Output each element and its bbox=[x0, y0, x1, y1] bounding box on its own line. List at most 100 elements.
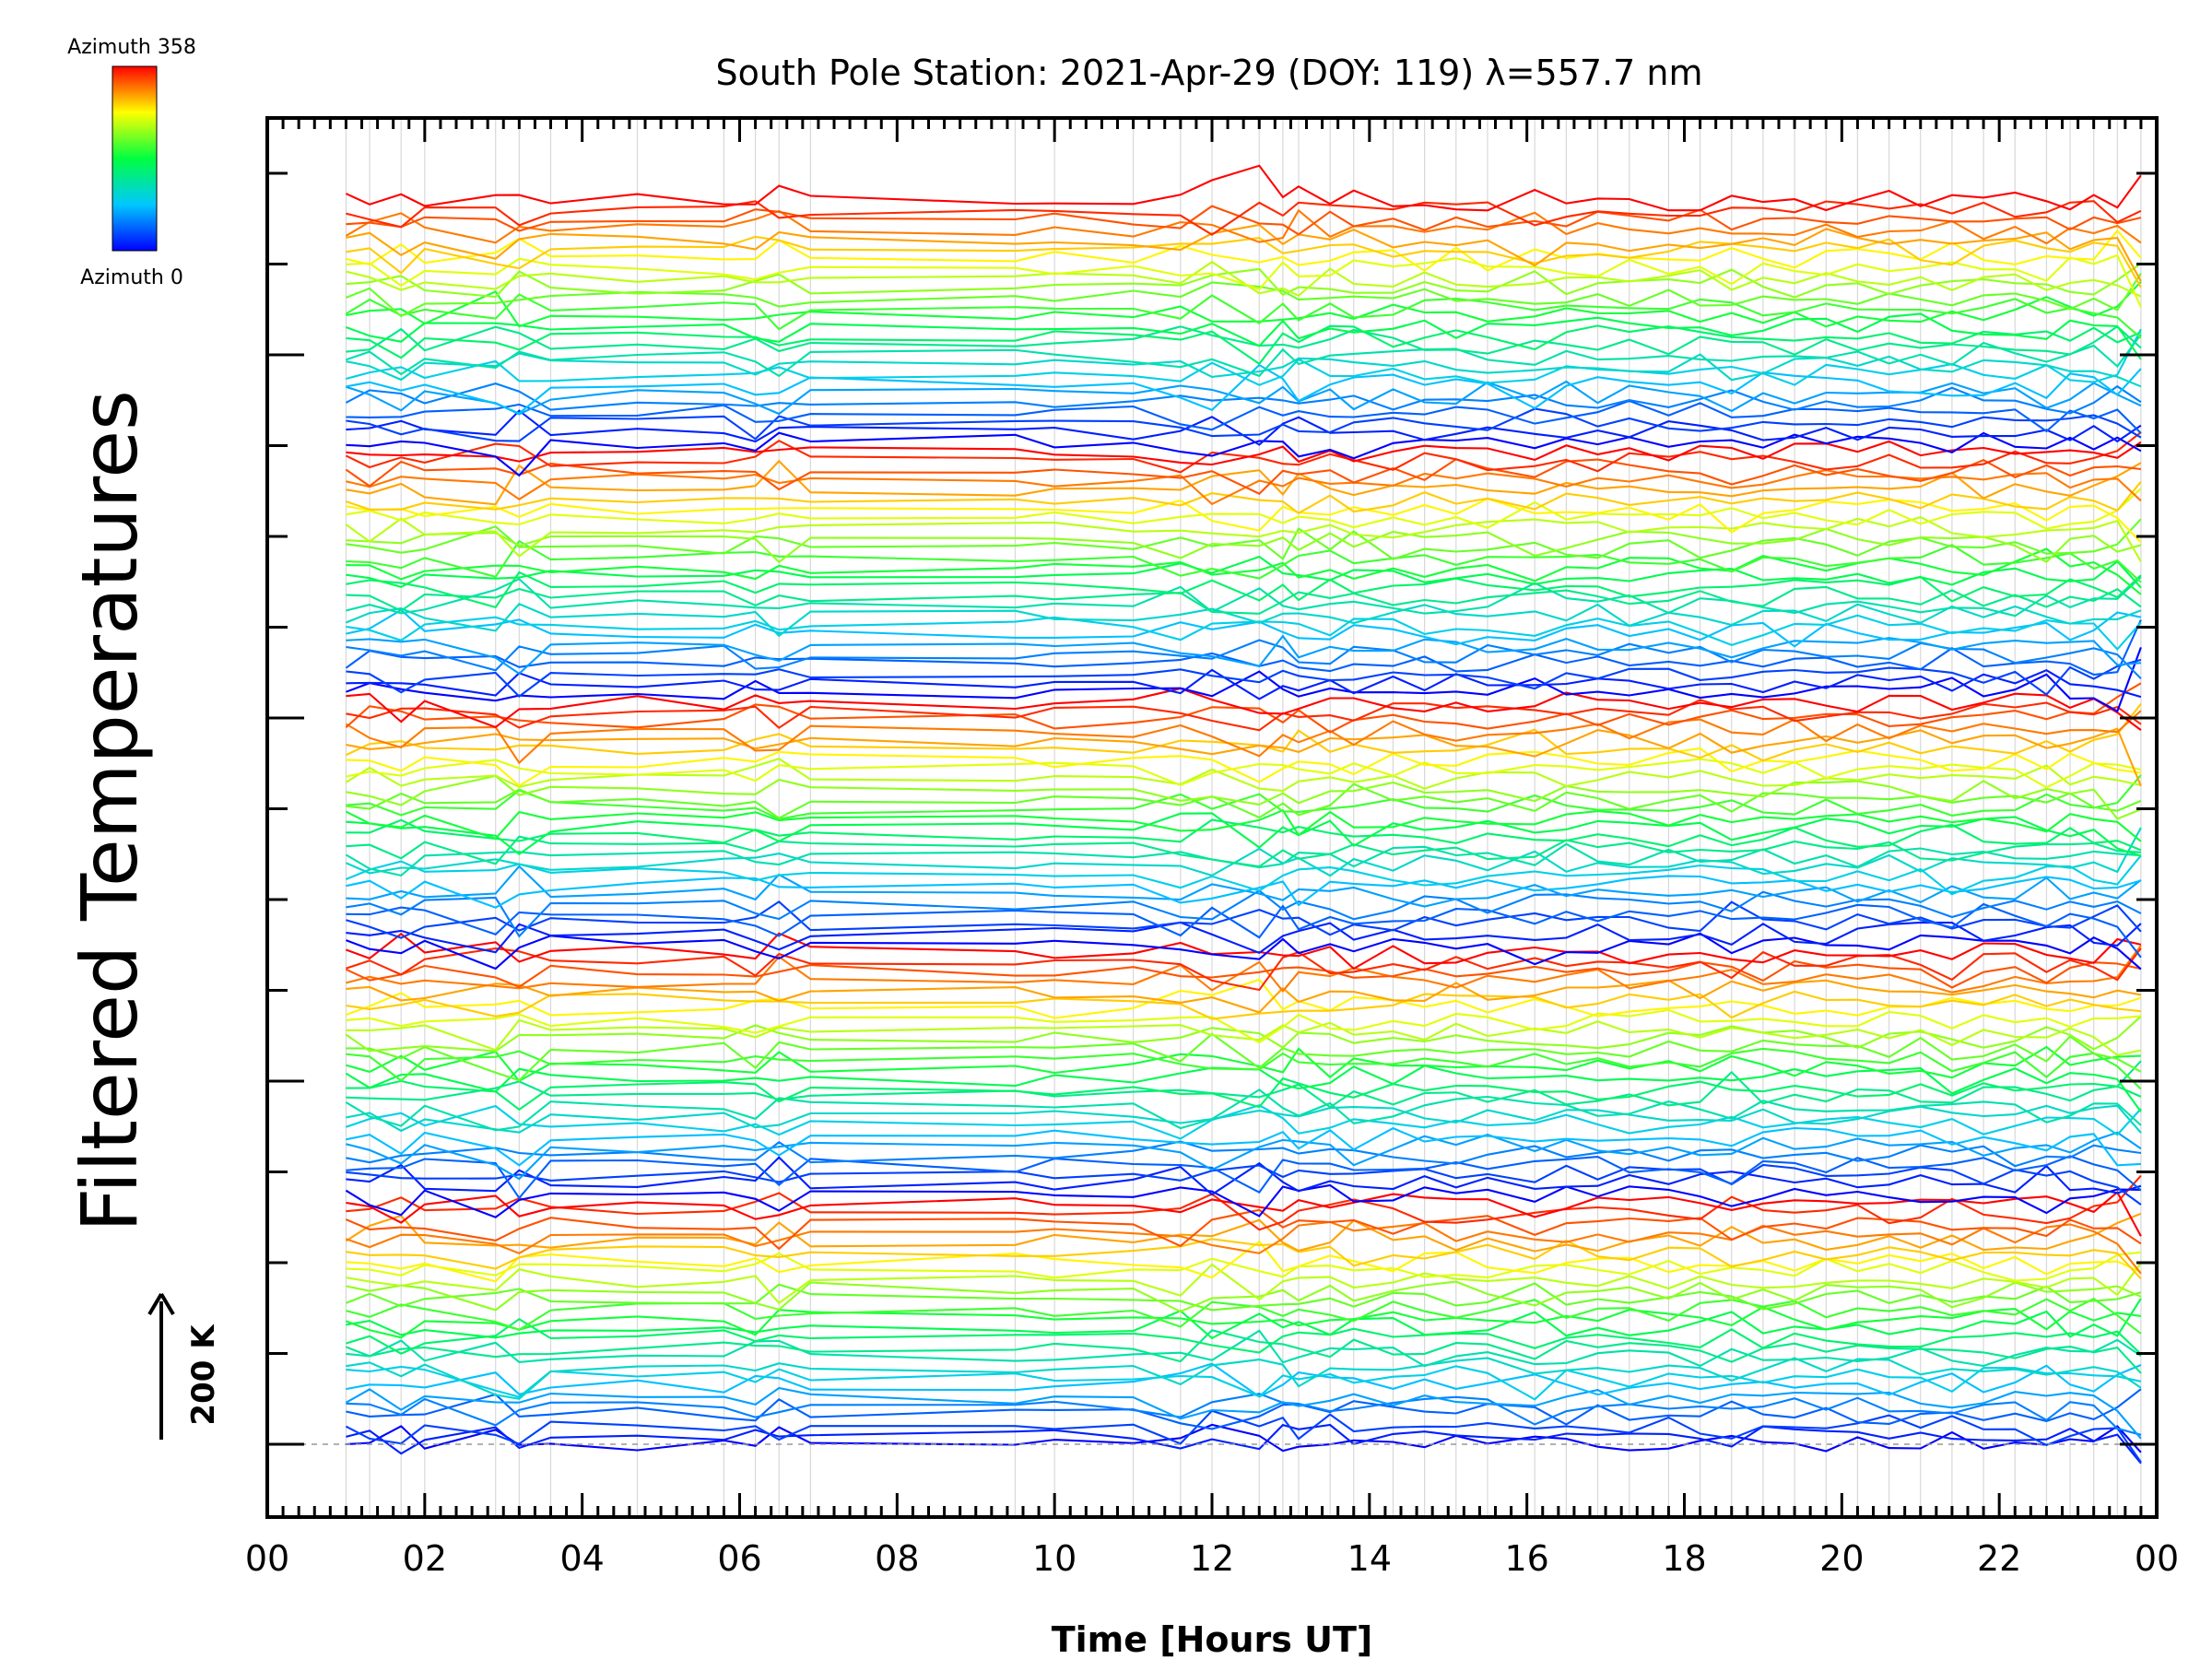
temperature-trace bbox=[346, 1174, 2142, 1231]
temperature-trace bbox=[346, 324, 2142, 356]
temperature-trace bbox=[346, 687, 2142, 731]
x-tick-label: 02 bbox=[403, 1538, 447, 1579]
temperature-trace bbox=[346, 280, 2142, 328]
temperature-trace bbox=[346, 334, 2142, 378]
scale-bar-label: 200 K bbox=[185, 1324, 222, 1426]
temperature-trace bbox=[345, 1183, 2141, 1218]
temperature-trace bbox=[346, 1032, 2142, 1082]
x-tick-label: 08 bbox=[875, 1538, 919, 1579]
temperature-trace bbox=[346, 440, 2142, 466]
temperature-trace bbox=[346, 576, 2142, 618]
temperature-trace bbox=[346, 889, 2142, 938]
temperature-trace bbox=[346, 1190, 2142, 1237]
temperature-trace bbox=[346, 312, 2142, 360]
x-axis-label: Time [Hours UT] bbox=[1052, 1619, 1373, 1659]
x-tick-label: 16 bbox=[1504, 1538, 1548, 1579]
temperature-trace bbox=[346, 431, 2142, 477]
temperature-trace bbox=[346, 603, 2142, 638]
temperature-trace bbox=[346, 262, 2142, 299]
azimuth-colorbar: Azimuth 358 Azimuth 0 bbox=[67, 36, 196, 289]
temperature-trace bbox=[346, 205, 2142, 236]
colorbar-gradient bbox=[112, 65, 158, 252]
temperature-trace bbox=[346, 527, 2142, 564]
temperature-trace bbox=[346, 854, 2142, 896]
temperature-trace bbox=[346, 614, 2142, 651]
axis-ticks bbox=[265, 118, 2159, 1517]
temperature-trace bbox=[346, 481, 2142, 515]
temperature-trace bbox=[346, 539, 2142, 583]
temperature-trace bbox=[346, 979, 2142, 1014]
temperature-trace bbox=[345, 808, 2142, 842]
temperature-trace bbox=[346, 409, 2142, 446]
temperature-trace bbox=[345, 382, 2142, 415]
temperature-trace bbox=[346, 273, 2142, 318]
temperature-trace bbox=[345, 827, 2142, 877]
temperature-trace bbox=[346, 658, 2142, 698]
x-tick-label: 18 bbox=[1662, 1538, 1706, 1579]
temperature-trace bbox=[345, 1409, 2142, 1464]
temperature-trace bbox=[346, 1131, 2142, 1181]
temperature-trace bbox=[346, 865, 2142, 908]
temperature-trace bbox=[346, 1251, 2142, 1282]
x-tick-label: 22 bbox=[1977, 1538, 2021, 1579]
temperature-trace bbox=[346, 1329, 2142, 1368]
temperature-trace bbox=[346, 835, 2141, 868]
temperature-trace bbox=[346, 1140, 2142, 1168]
temperature-trace bbox=[345, 842, 2141, 877]
temperature-trace bbox=[346, 747, 2142, 787]
temperature-trace bbox=[345, 703, 2142, 762]
temperature-trace bbox=[346, 1104, 2142, 1134]
temperature-trace bbox=[346, 547, 2142, 595]
colorbar-bottom-label: Azimuth 0 bbox=[80, 266, 183, 289]
temperature-trace bbox=[346, 253, 2142, 308]
y-axis-label: Filtered Temperatures bbox=[65, 390, 155, 1232]
temperature-trace bbox=[346, 235, 2142, 288]
temperature-trace bbox=[346, 812, 2142, 857]
x-tick-label: 00 bbox=[245, 1538, 289, 1579]
temperature-trace bbox=[345, 619, 2142, 677]
temperature-trace bbox=[346, 1365, 2142, 1401]
temperature-trace bbox=[345, 515, 2142, 562]
temperature-trace bbox=[346, 498, 2142, 544]
temperature-trace bbox=[346, 518, 2142, 561]
scale-bar: 200 K bbox=[147, 1292, 222, 1440]
temperature-trace bbox=[345, 164, 2142, 212]
temperature-trace bbox=[346, 1126, 2141, 1167]
plot-lines bbox=[345, 164, 2142, 1465]
temperature-trace bbox=[345, 710, 2142, 765]
temperature-trace bbox=[346, 990, 2142, 1020]
temperature-trace bbox=[345, 458, 2142, 495]
temperature-trace bbox=[346, 818, 2142, 852]
temperature-trace bbox=[346, 875, 2142, 909]
temperature-trace bbox=[346, 668, 2142, 700]
x-tick-label: 14 bbox=[1347, 1538, 1392, 1579]
temperature-trace bbox=[346, 634, 2141, 676]
temperature-trace bbox=[345, 758, 2142, 793]
x-tick-label: 04 bbox=[559, 1538, 604, 1579]
temperature-trace bbox=[346, 1045, 2141, 1083]
temperature-trace bbox=[346, 1240, 2142, 1283]
temperature-trace bbox=[346, 639, 2142, 680]
x-tick-label: 00 bbox=[2135, 1538, 2179, 1579]
temperature-trace bbox=[346, 571, 2142, 609]
temperature-trace bbox=[346, 1018, 2142, 1056]
temperature-trace bbox=[346, 1060, 2142, 1109]
chart-title: South Pole Station: 2021-Apr-29 (DOY: 11… bbox=[715, 53, 1702, 93]
x-tick-label: 06 bbox=[717, 1538, 761, 1579]
temperature-trace bbox=[346, 900, 2142, 939]
temperature-trace bbox=[346, 932, 2142, 971]
temperature-trace bbox=[346, 407, 2142, 442]
temperature-trace bbox=[346, 223, 2142, 282]
temperature-trace bbox=[346, 1282, 2142, 1312]
temperature-trace bbox=[346, 1047, 2142, 1090]
temperature-trace bbox=[346, 555, 2142, 589]
colorbar-top-label: Azimuth 358 bbox=[67, 36, 196, 59]
temperature-trace bbox=[345, 431, 2142, 474]
temperature-trace bbox=[346, 608, 2142, 648]
temperature-trace bbox=[346, 647, 2142, 713]
temperature-trace bbox=[346, 200, 2142, 236]
temperature-trace bbox=[346, 352, 2142, 388]
temperature-trace bbox=[346, 328, 2142, 386]
temperature-trace bbox=[346, 774, 2142, 820]
